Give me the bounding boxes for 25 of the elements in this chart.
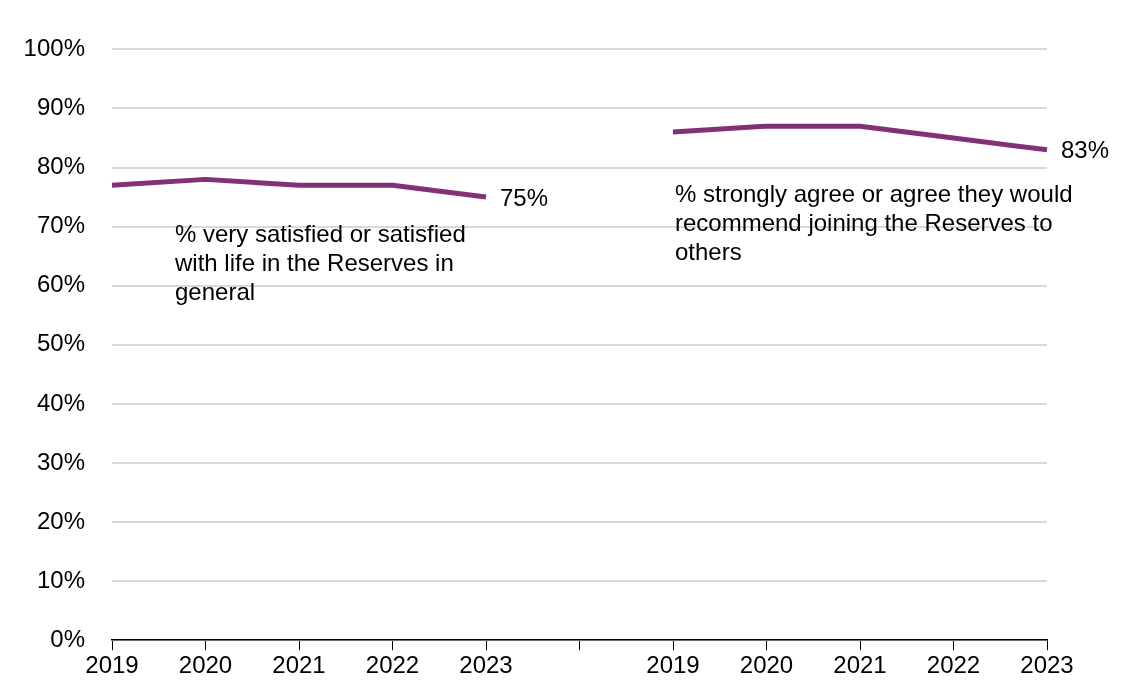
- y-tick-label: 10%: [36, 565, 85, 593]
- series-label: % strongly agree or agree they would recommend joining the Reserves to others: [675, 179, 1073, 265]
- x-tick-label: 2021: [272, 651, 326, 679]
- x-tick-label: 2022: [926, 651, 981, 679]
- y-tick-label: 80%: [36, 152, 85, 180]
- y-tick-label: 0%: [50, 624, 85, 652]
- x-tick-label: 2023: [459, 651, 513, 679]
- x-tick-label: 2019: [85, 651, 139, 679]
- y-tick-label: 20%: [36, 506, 85, 534]
- x-tick-label: 2023: [1020, 651, 1074, 679]
- data-label: 75%: [500, 183, 549, 211]
- x-tick-label: 2019: [646, 651, 700, 679]
- y-tick-label: 40%: [36, 388, 85, 416]
- y-tick-label: 30%: [36, 447, 85, 475]
- x-tick-label: 2022: [365, 651, 420, 679]
- data-label: 83%: [1061, 136, 1110, 164]
- x-tick-label: 2020: [739, 651, 794, 679]
- y-tick-label: 60%: [36, 270, 85, 298]
- y-tick-label: 70%: [36, 211, 85, 239]
- y-tick-label: 90%: [36, 93, 85, 121]
- x-tick-label: 2020: [178, 651, 233, 679]
- series-label: % very satisfied or satisfied with life in the Reserves in general: [174, 219, 466, 305]
- y-tick-label: 50%: [36, 329, 85, 357]
- x-tick-label: 2021: [833, 651, 887, 679]
- y-tick-label: 100%: [23, 34, 85, 62]
